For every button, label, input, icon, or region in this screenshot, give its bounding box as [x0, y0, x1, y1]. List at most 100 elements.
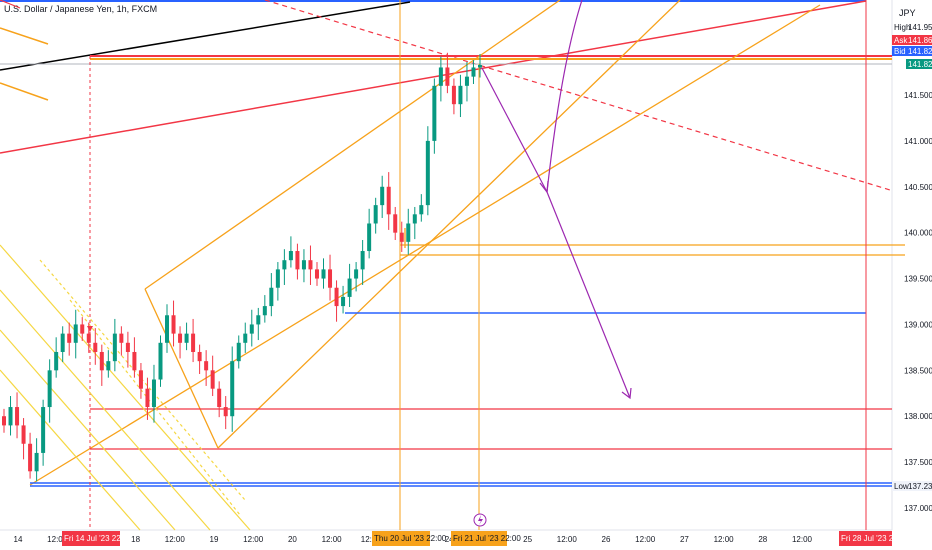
svg-text:Fri 14 Jul '23 22:00: Fri 14 Jul '23 22:00	[64, 534, 132, 543]
orange-channel-upper[interactable]	[144, 0, 561, 290]
orange-short-2[interactable]	[0, 82, 49, 101]
y-tick-label: 141.000	[904, 137, 932, 146]
red-rising-trend[interactable]	[0, 0, 867, 154]
black-trend-line[interactable]	[0, 1, 411, 71]
candle-body	[112, 333, 117, 362]
purple-projection[interactable]	[481, 0, 632, 400]
candle-body	[412, 214, 417, 224]
orange-channel-base[interactable]	[144, 288, 219, 449]
candle-body	[47, 370, 52, 408]
candle-body	[295, 251, 300, 270]
candle-body	[204, 361, 209, 371]
candle-body	[99, 351, 104, 371]
candle-body	[275, 269, 280, 288]
candle-body	[282, 260, 287, 270]
svg-text:Fri 28 Jul '23 22:00: Fri 28 Jul '23 22:00	[841, 534, 909, 543]
candle-body	[321, 269, 326, 279]
candle-body	[86, 333, 91, 343]
y-tick-label: 138.500	[904, 366, 932, 375]
y-tick-label: 139.500	[904, 275, 932, 284]
candle-body	[425, 140, 430, 206]
x-tick-label: 12:00	[243, 535, 264, 544]
event-lightning-icon[interactable]	[473, 513, 487, 527]
svg-text:Ask: Ask	[894, 36, 908, 45]
candle-body	[347, 278, 352, 297]
candle-body	[399, 232, 404, 242]
candle-body	[21, 425, 26, 444]
candle-body	[393, 214, 398, 233]
red-short-left[interactable]	[0, 0, 21, 9]
candle-body	[373, 205, 378, 224]
x-tick-label: 18	[131, 535, 140, 544]
y-tick-label: 141.500	[904, 91, 932, 100]
candle-body	[197, 351, 202, 362]
date-badge-jul21: Fri 21 Jul '23 22:00	[451, 531, 521, 546]
candle-body	[145, 388, 150, 408]
candle-body	[165, 315, 170, 343]
x-tick-label: 27	[680, 535, 689, 544]
x-tick-label: 19	[210, 535, 219, 544]
candle-body	[217, 388, 222, 408]
candle-body	[256, 315, 261, 325]
candle-body	[360, 251, 365, 270]
arrow-marker-icon	[87, 326, 93, 332]
candle-body	[54, 351, 59, 371]
svg-text:137.235: 137.235	[908, 482, 932, 491]
candle-body	[171, 315, 176, 334]
candle-body	[451, 85, 456, 105]
y-axis: 141.500 141.000 140.500 140.000 139.500 139.0…	[904, 91, 932, 513]
candle-body	[236, 342, 241, 362]
candle-body	[471, 67, 476, 77]
candle-body	[2, 416, 6, 426]
candle-body	[191, 333, 196, 352]
orange-channel-mid[interactable]	[217, 0, 681, 449]
x-tick-label: 25	[523, 535, 532, 544]
price-label-low: Low 137.235	[892, 481, 932, 491]
candle-body	[80, 324, 85, 334]
svg-text:141.827: 141.827	[908, 47, 932, 56]
chart-title: U.S. Dollar / Japanese Yen, 1h, FXCM	[4, 4, 157, 14]
x-tick-label: 12:00	[322, 535, 343, 544]
svg-text:Bid: Bid	[894, 47, 906, 56]
candle-body	[151, 379, 156, 408]
candle-body	[432, 85, 437, 141]
candle-body	[73, 324, 78, 343]
candle-body	[119, 333, 124, 343]
orange-short-1[interactable]	[0, 27, 49, 45]
svg-text:Thu 20 Jul '23 22:00: Thu 20 Jul '23 22:00	[374, 534, 447, 543]
price-label-ask: Ask 141.869	[892, 35, 932, 45]
y-tick-label: 137.500	[904, 458, 932, 467]
y-tick-label: 138.000	[904, 412, 932, 421]
svg-text:141.869: 141.869	[908, 36, 932, 45]
x-tick-label: 12:00	[635, 535, 656, 544]
candle-body	[269, 287, 274, 307]
x-tick-label: 26	[602, 535, 611, 544]
candle-body	[334, 287, 339, 307]
candle-body	[223, 407, 228, 417]
candle-body	[34, 452, 39, 472]
candle-body	[386, 186, 391, 215]
candle-body	[406, 223, 411, 242]
candle-body	[380, 186, 385, 206]
candle-body	[8, 407, 13, 426]
price-label-last: 141.827	[906, 59, 932, 69]
candle-body	[438, 67, 443, 86]
candle-body	[328, 269, 333, 288]
candle-body	[341, 296, 346, 307]
candle-body	[419, 205, 424, 215]
x-tick-label: 14	[14, 535, 23, 544]
candle-body	[41, 407, 46, 453]
candle-body	[308, 260, 313, 270]
candle-body	[367, 223, 372, 252]
candle-body	[67, 333, 72, 343]
candle-body	[464, 76, 469, 86]
candle-body	[478, 64, 482, 68]
candle-body	[314, 269, 319, 279]
x-tick-label: 20	[288, 535, 297, 544]
y-tick-label: 140.500	[904, 183, 932, 192]
candle-body	[458, 85, 463, 105]
x-tick-label: 28	[758, 535, 767, 544]
red-dashed-trend[interactable]	[264, 0, 891, 191]
yellow-fan[interactable]	[0, 244, 251, 531]
